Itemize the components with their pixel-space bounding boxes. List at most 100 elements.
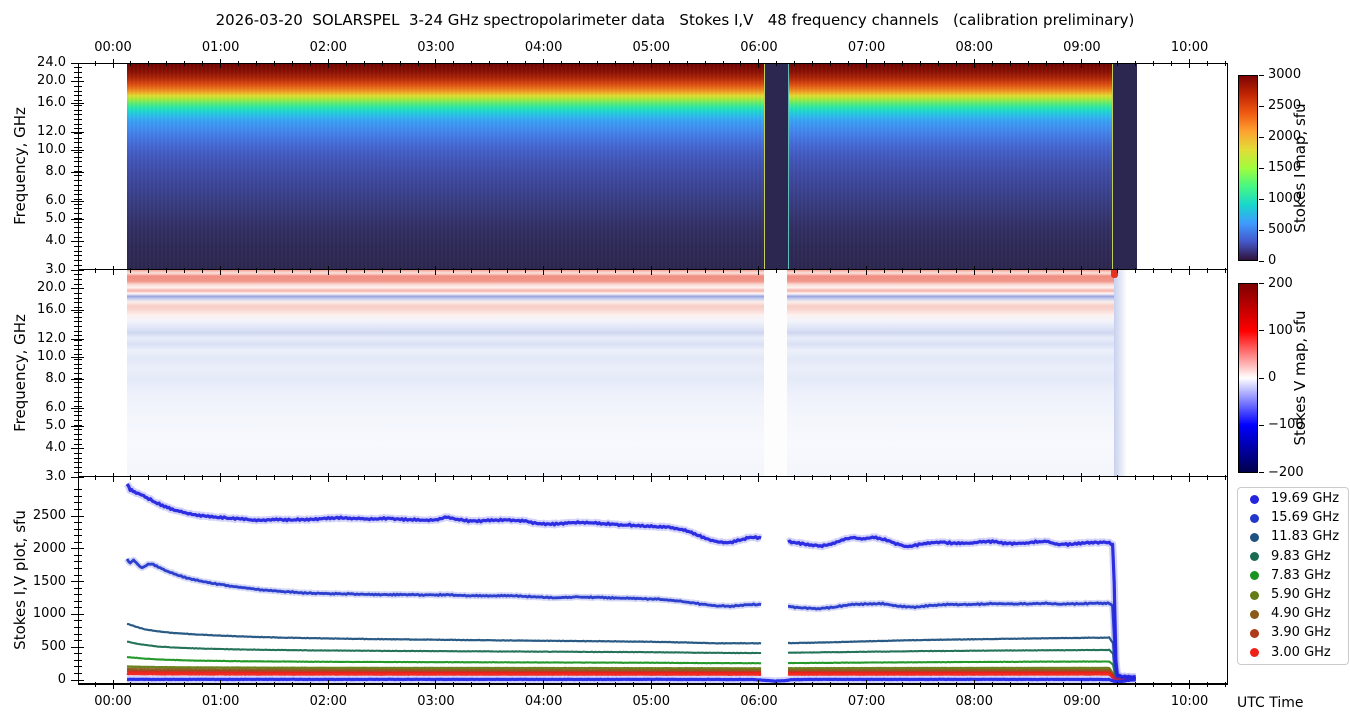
y-minor-tick	[74, 283, 82, 285]
y-minor-tick	[74, 156, 82, 158]
x-minor-tick	[722, 267, 724, 273]
end-band	[1112, 64, 1138, 269]
x-minor-tick	[507, 267, 509, 273]
y-tick-label: 10.0	[37, 349, 66, 365]
x-tick-label-bottom: 02:00	[309, 694, 348, 709]
y-minor-tick	[74, 405, 82, 407]
x-axis-label: UTC Time	[1237, 695, 1304, 711]
x-minor-tick	[1045, 267, 1047, 273]
y-minor-tick	[74, 489, 82, 491]
x-major-tick	[1081, 58, 1083, 68]
y-minor-tick	[74, 118, 82, 120]
x-minor-tick	[1009, 474, 1011, 480]
stokes-i-colorbar	[1238, 75, 1258, 261]
y-minor-tick	[74, 166, 82, 167]
y-minor-tick	[74, 587, 82, 589]
y-tick-label: 16.0	[37, 95, 66, 111]
x-minor-tick	[256, 60, 258, 66]
legend-swatch	[1250, 648, 1259, 658]
y-minor-tick	[74, 535, 82, 537]
x-minor-tick	[794, 267, 796, 273]
x-tick-label-top: 03:00	[417, 40, 455, 55]
colorbar-tick-label: 3000	[1268, 67, 1302, 82]
legend-label: 19.69 GHz	[1271, 491, 1340, 506]
y-major-tick	[71, 476, 84, 478]
x-major-tick	[973, 472, 975, 482]
series-7.83 GHz	[126, 655, 762, 665]
legend-label: 5.90 GHz	[1271, 587, 1331, 602]
y-minor-tick	[74, 594, 82, 596]
x-major-tick	[112, 58, 114, 68]
y-tick-label: 3.0	[45, 262, 66, 277]
x-minor-tick	[668, 60, 670, 66]
x-minor-tick	[489, 60, 491, 66]
y-tick-label: 2000	[32, 540, 66, 556]
y-minor-tick	[74, 321, 82, 323]
x-minor-tick	[614, 60, 616, 66]
y-major-tick	[71, 269, 84, 271]
x-minor-tick	[848, 267, 850, 273]
x-minor-tick	[184, 60, 186, 66]
x-minor-tick	[525, 267, 527, 273]
legend: 19.69 GHz 15.69 GHz 11.83 GHz 9.83 GHz 7.83 …	[1237, 487, 1349, 665]
x-minor-tick	[345, 60, 347, 66]
x-minor-tick	[94, 267, 96, 273]
x-minor-tick	[453, 474, 455, 480]
x-minor-tick	[1135, 60, 1137, 66]
y-minor-tick	[74, 104, 82, 106]
y-minor-tick	[74, 114, 82, 116]
y-minor-tick	[74, 307, 82, 309]
y-minor-tick	[74, 128, 82, 130]
x-minor-tick	[1224, 60, 1226, 66]
colorbar-tick	[1259, 229, 1264, 231]
series-3.00 GHz	[126, 671, 762, 677]
red-spot	[1110, 270, 1119, 278]
x-minor-tick	[381, 60, 383, 66]
x-minor-tick	[596, 267, 598, 273]
y-minor-tick	[74, 508, 82, 510]
y-major-tick	[71, 218, 84, 220]
x-major-tick	[327, 265, 329, 275]
x-tick-label-bottom: 03:00	[417, 694, 455, 709]
x-minor-tick	[579, 474, 580, 480]
colorbar-tick	[1259, 330, 1264, 332]
y-minor-tick	[74, 358, 82, 360]
y-major-tick	[71, 407, 84, 409]
y-minor-tick	[74, 123, 82, 125]
x-minor-tick	[1009, 60, 1011, 66]
y-minor-tick	[74, 627, 82, 629]
x-minor-tick	[309, 267, 311, 273]
y-major-tick	[71, 149, 84, 151]
x-major-tick	[758, 58, 760, 68]
x-tick-label-top: 08:00	[955, 40, 993, 55]
series-7.83 GHz	[788, 660, 1136, 680]
bottom-axis-line	[78, 684, 1228, 685]
y-major-tick	[71, 287, 84, 289]
colorbar-tick	[1259, 424, 1264, 426]
x-minor-tick	[668, 267, 670, 273]
y-minor-tick	[74, 368, 82, 370]
x-minor-tick	[238, 60, 240, 66]
y-minor-tick	[74, 640, 82, 642]
x-major-tick	[1189, 472, 1191, 482]
y-tick-label: 20.0	[37, 280, 66, 296]
x-minor-tick	[614, 474, 616, 480]
x-minor-tick	[309, 474, 311, 480]
x-minor-tick	[848, 60, 850, 66]
x-minor-tick	[489, 267, 491, 273]
x-minor-tick	[1171, 267, 1173, 273]
y-major-tick	[71, 378, 84, 380]
y-minor-tick	[74, 528, 82, 530]
legend-label: 9.83 GHz	[1271, 548, 1331, 564]
x-minor-tick	[1027, 474, 1029, 480]
y-major-tick	[71, 309, 84, 311]
x-minor-tick	[1171, 474, 1173, 480]
y-minor-tick	[74, 293, 82, 295]
x-minor-tick	[1063, 60, 1065, 66]
y-minor-tick	[74, 387, 82, 389]
x-major-tick	[435, 472, 437, 482]
x-minor-tick	[1153, 267, 1155, 273]
x-minor-tick	[686, 267, 688, 273]
x-minor-tick	[794, 474, 796, 480]
